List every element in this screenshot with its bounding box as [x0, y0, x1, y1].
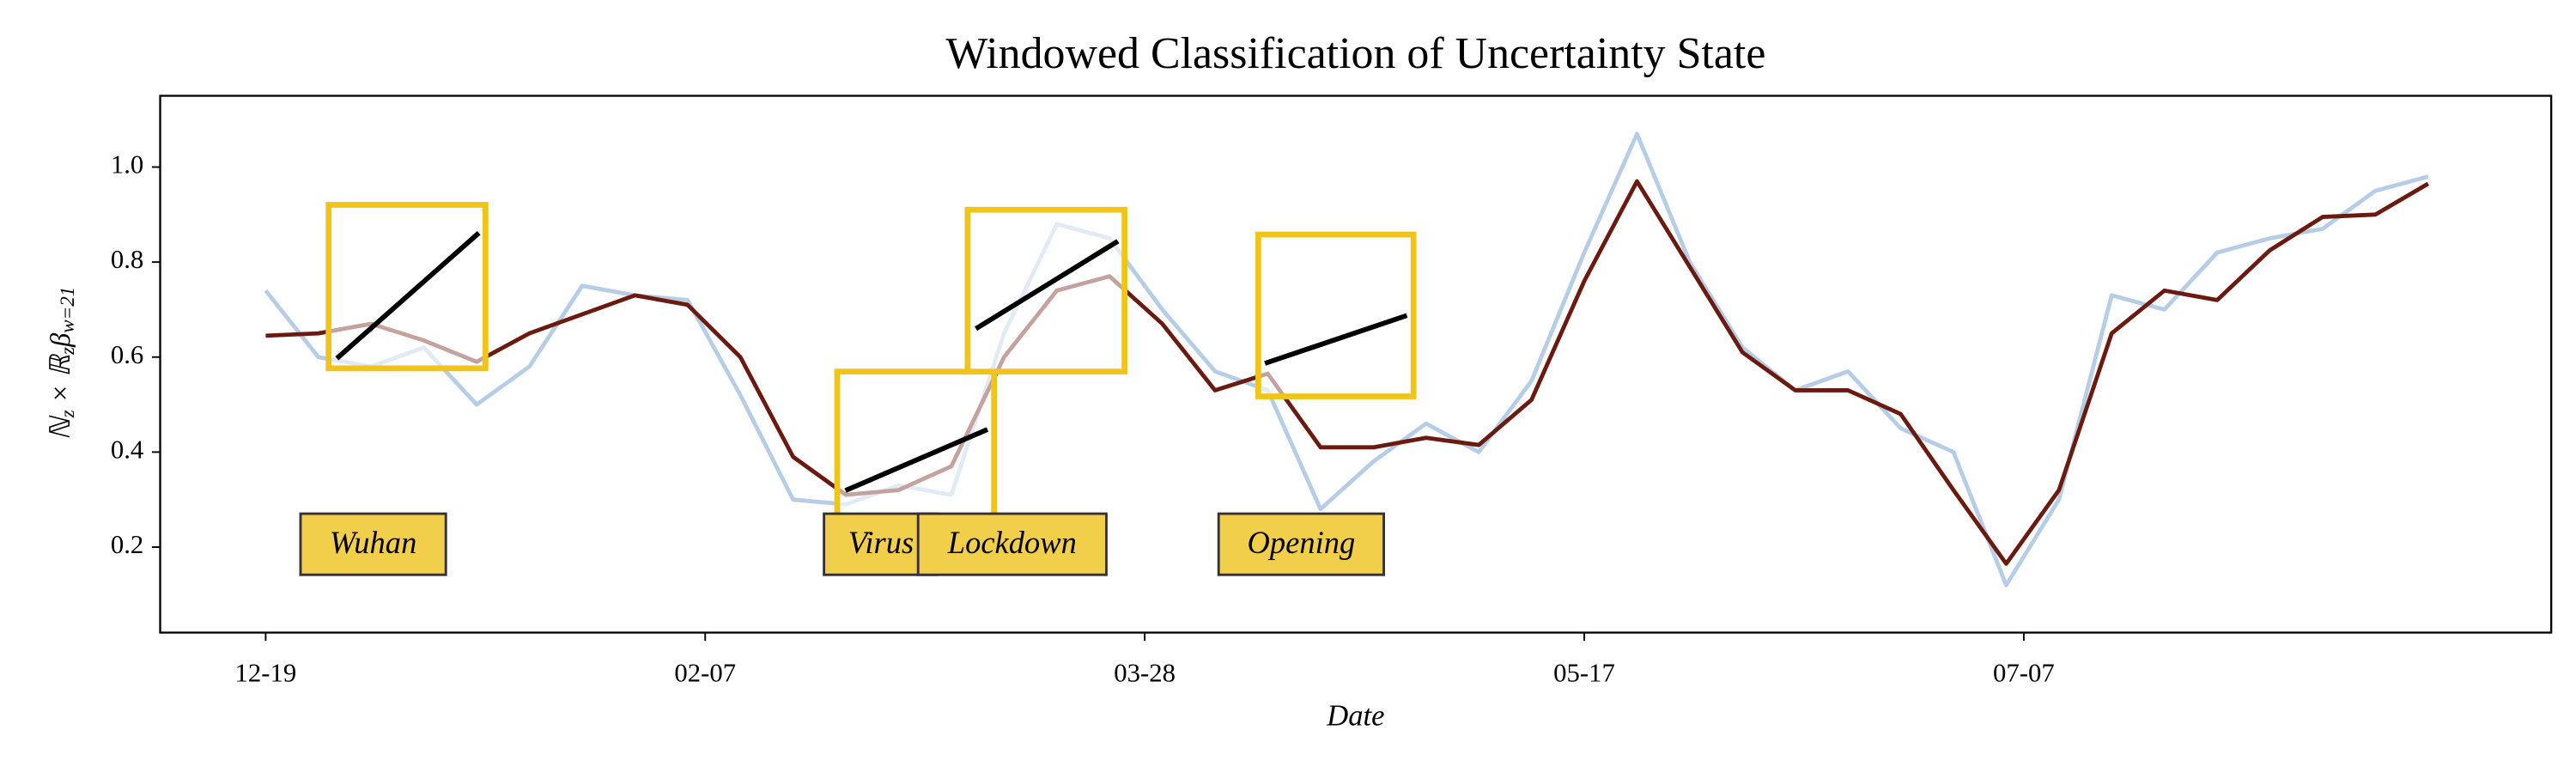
annotation-label: Opening	[1248, 525, 1356, 560]
annotation-box	[299, 512, 447, 576]
annotation-box	[916, 512, 1108, 576]
y-label-part: ℕ	[46, 415, 76, 440]
y-axis-label: ℕz × ℝzβw=21	[46, 287, 78, 441]
y-label-part: β	[46, 332, 76, 348]
inset-window	[834, 368, 998, 532]
x-axis-label: Date	[1326, 699, 1384, 732]
y-tick-label: 0.6	[111, 340, 143, 369]
y-label-part: z	[56, 347, 78, 356]
inset-trend	[335, 230, 481, 361]
axes-frame	[159, 94, 2553, 634]
x-tick-label: 12-19	[235, 659, 297, 688]
annotation-label: Lockdown	[947, 525, 1077, 560]
x-tick-label: 02-07	[674, 659, 736, 688]
annotation-label: Wuhan	[330, 525, 416, 560]
annotation-label: Virus	[848, 525, 914, 560]
inset-window	[1255, 231, 1417, 399]
inset-trend	[1264, 313, 1408, 366]
chart-title: Windowed Classification of Uncertainty S…	[945, 29, 1765, 78]
y-tick-label: 0.2	[111, 530, 143, 559]
inset-trend	[844, 427, 989, 493]
y-tick-label: 1.0	[111, 150, 143, 180]
smoothed-line	[265, 179, 2430, 566]
plot-area: 0.2 0.4 0.6 0.8 1.0 12-19 02-07 03-28 05-17 07-07…	[111, 94, 2553, 688]
y-tick-label: 0.4	[111, 435, 143, 464]
annotation-box	[1217, 512, 1385, 576]
y-label-part: × ℝ	[46, 353, 76, 410]
inset-trend	[975, 239, 1120, 332]
y-label-part: w=21	[56, 287, 78, 333]
y-tick-label: 0.8	[111, 245, 143, 274]
inset-window	[964, 206, 1127, 375]
x-tick-label: 07-07	[1993, 659, 2055, 688]
x-tick-label: 03-28	[1114, 659, 1176, 688]
y-label-part: z	[56, 410, 78, 418]
x-tick-label: 05-17	[1553, 659, 1615, 688]
